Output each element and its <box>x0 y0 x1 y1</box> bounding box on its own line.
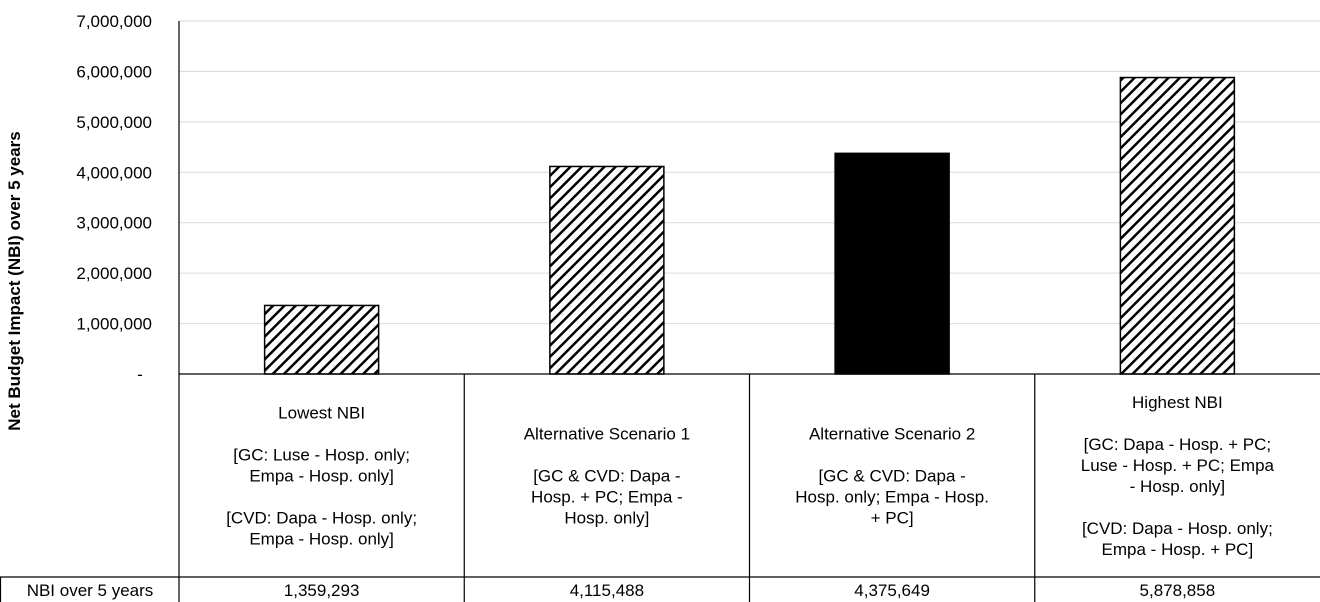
data-label: 1,359,293 <box>284 581 360 600</box>
category-label-line: Hosp. + PC; Empa - <box>531 488 683 507</box>
data-label: 5,878,858 <box>1140 581 1216 600</box>
y-tick-label: 3,000,000 <box>76 214 152 233</box>
category-label-line: [GC: Luse - Hosp. only; <box>233 446 410 465</box>
bar-3 <box>1119 76 1236 375</box>
category-label-line: Empa - Hosp. only] <box>249 467 394 486</box>
data-label: 4,115,488 <box>570 581 644 600</box>
y-tick-label: 5,000,000 <box>76 113 152 132</box>
gridlines <box>179 20 1320 325</box>
bars <box>263 76 1236 375</box>
category-label-line: - Hosp. only] <box>1130 477 1225 496</box>
category-label-line: Luse - Hosp. + PC; Empa <box>1081 456 1275 475</box>
y-tick-label: 2,000,000 <box>76 264 152 283</box>
category-label: Alternative Scenario 1 [GC & CVD: Dapa - H… <box>524 425 690 528</box>
y-tick-label: 1,000,000 <box>76 315 152 334</box>
category-label-line: Hosp. only; Empa - Hosp. <box>795 488 989 507</box>
category-table: Lowest NBI [GC: Luse - Hosp. only; Empa - … <box>0 373 1320 602</box>
category-label: Highest NBI [GC: Dapa - Hosp. + PC; Luse -… <box>1081 393 1275 559</box>
bar-0 <box>263 304 380 375</box>
y-tick-label: 7,000,000 <box>76 12 152 31</box>
category-label-line: Lowest NBI <box>278 404 365 423</box>
y-tick-label: 4,000,000 <box>76 163 152 182</box>
bar-1 <box>549 165 665 375</box>
category-label-line: [GC & CVD: Dapa - <box>818 467 965 486</box>
category-label-line: [CVD: Dapa - Hosp. only; <box>226 509 417 528</box>
y-axis-ticks: - 1,000,000 2,000,000 3,000,000 4,000,000 5,0… <box>76 12 180 602</box>
data-label: 4,375,649 <box>854 581 930 600</box>
category-label-line: Highest NBI <box>1132 393 1223 412</box>
category-label-line: [GC & CVD: Dapa - <box>533 467 680 486</box>
category-label-line: Empa - Hosp. only] <box>249 530 394 549</box>
y-axis-label: Net Budget Impact (NBI) over 5 years <box>5 131 24 430</box>
category-label-line: [CVD: Dapa - Hosp. only; <box>1082 519 1273 538</box>
y-tick-label: 6,000,000 <box>76 62 152 81</box>
category-label-line: Alternative Scenario 2 <box>809 425 975 444</box>
y-tick-label: - <box>137 365 143 384</box>
category-label-line: Hosp. only] <box>564 509 649 528</box>
category-label: Lowest NBI [GC: Luse - Hosp. only; Empa - … <box>226 404 417 549</box>
category-label-line: [GC: Dapa - Hosp. + PC; <box>1084 435 1272 454</box>
table-row-label: NBI over 5 years <box>27 581 154 600</box>
category-label: Alternative Scenario 2 [GC & CVD: Dapa - H… <box>795 425 989 528</box>
category-label-line: Empa - Hosp. + PC] <box>1102 540 1254 559</box>
bar-2 <box>834 152 950 375</box>
category-label-line: Alternative Scenario 1 <box>524 425 690 444</box>
category-label-line: + PC] <box>871 509 914 528</box>
